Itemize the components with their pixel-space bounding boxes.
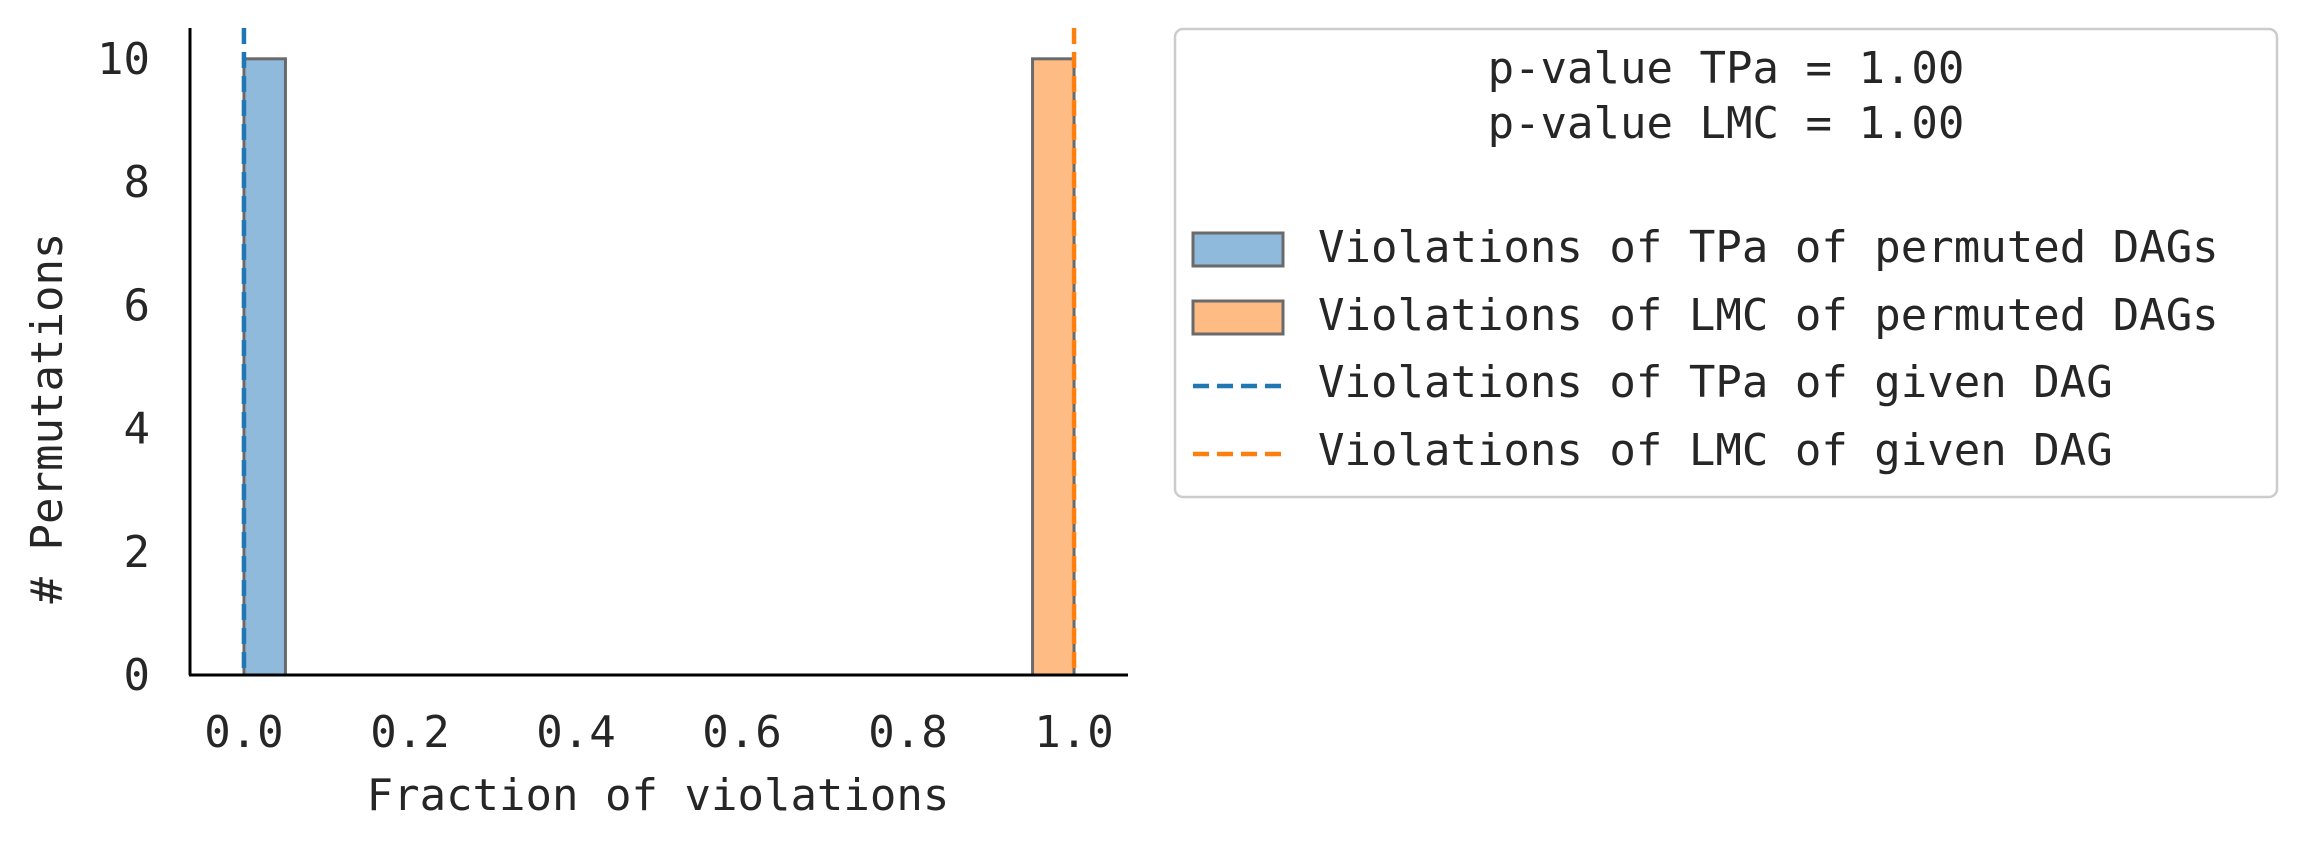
y-tick-label: 4 bbox=[124, 404, 151, 455]
vlines-layer bbox=[241, 28, 1077, 675]
axes-layer bbox=[188, 28, 1128, 677]
histogram-bar-1-0 bbox=[1031, 57, 1076, 677]
legend-title-line-2: p-value LMC = 1.00 bbox=[1488, 98, 1965, 149]
x-tick-labels: 0.0 0.2 0.4 0.6 0.8 1.0 bbox=[204, 707, 1114, 758]
x-tick-label: 1.0 bbox=[1034, 707, 1113, 758]
legend: p-value TPa = 1.00 p-value LMC = 1.00 Vi… bbox=[1173, 27, 2279, 499]
legend-title-line-1: p-value TPa = 1.00 bbox=[1488, 43, 1965, 94]
x-tick-label: 0.4 bbox=[536, 707, 615, 758]
legend-label-lmc-permuted: Violations of LMC of permuted DAGs bbox=[1318, 290, 2219, 341]
x-tick-label: 0.8 bbox=[868, 707, 947, 758]
y-tick-label: 2 bbox=[124, 527, 151, 578]
legend-frame bbox=[1173, 27, 2279, 499]
x-tick-label: 0.6 bbox=[702, 707, 781, 758]
legend-swatch-tpa-permuted bbox=[1191, 231, 1285, 268]
y-tick-label: 0 bbox=[124, 650, 151, 701]
x-tick-label: 0.0 bbox=[204, 707, 283, 758]
y-tick-label: 8 bbox=[124, 157, 151, 208]
y-tick-label: 10 bbox=[97, 34, 150, 85]
histogram-bar-0-0 bbox=[242, 57, 287, 677]
legend-label-tpa-given: Violations of TPa of given DAG bbox=[1318, 357, 2113, 408]
legend-swatch-lmc-permuted bbox=[1191, 299, 1285, 336]
y-tick-label: 6 bbox=[124, 280, 151, 331]
y-axis-label: # Permutations bbox=[22, 233, 73, 604]
x-tick-label: 0.2 bbox=[370, 707, 449, 758]
legend-label-tpa-permuted: Violations of TPa of permuted DAGs bbox=[1318, 222, 2219, 273]
bars-layer bbox=[242, 57, 1076, 677]
x-axis-label: Fraction of violations bbox=[367, 770, 950, 821]
legend-label-lmc-given: Violations of LMC of given DAG bbox=[1318, 425, 2113, 476]
y-tick-labels: 0 2 4 6 8 10 bbox=[97, 34, 150, 701]
